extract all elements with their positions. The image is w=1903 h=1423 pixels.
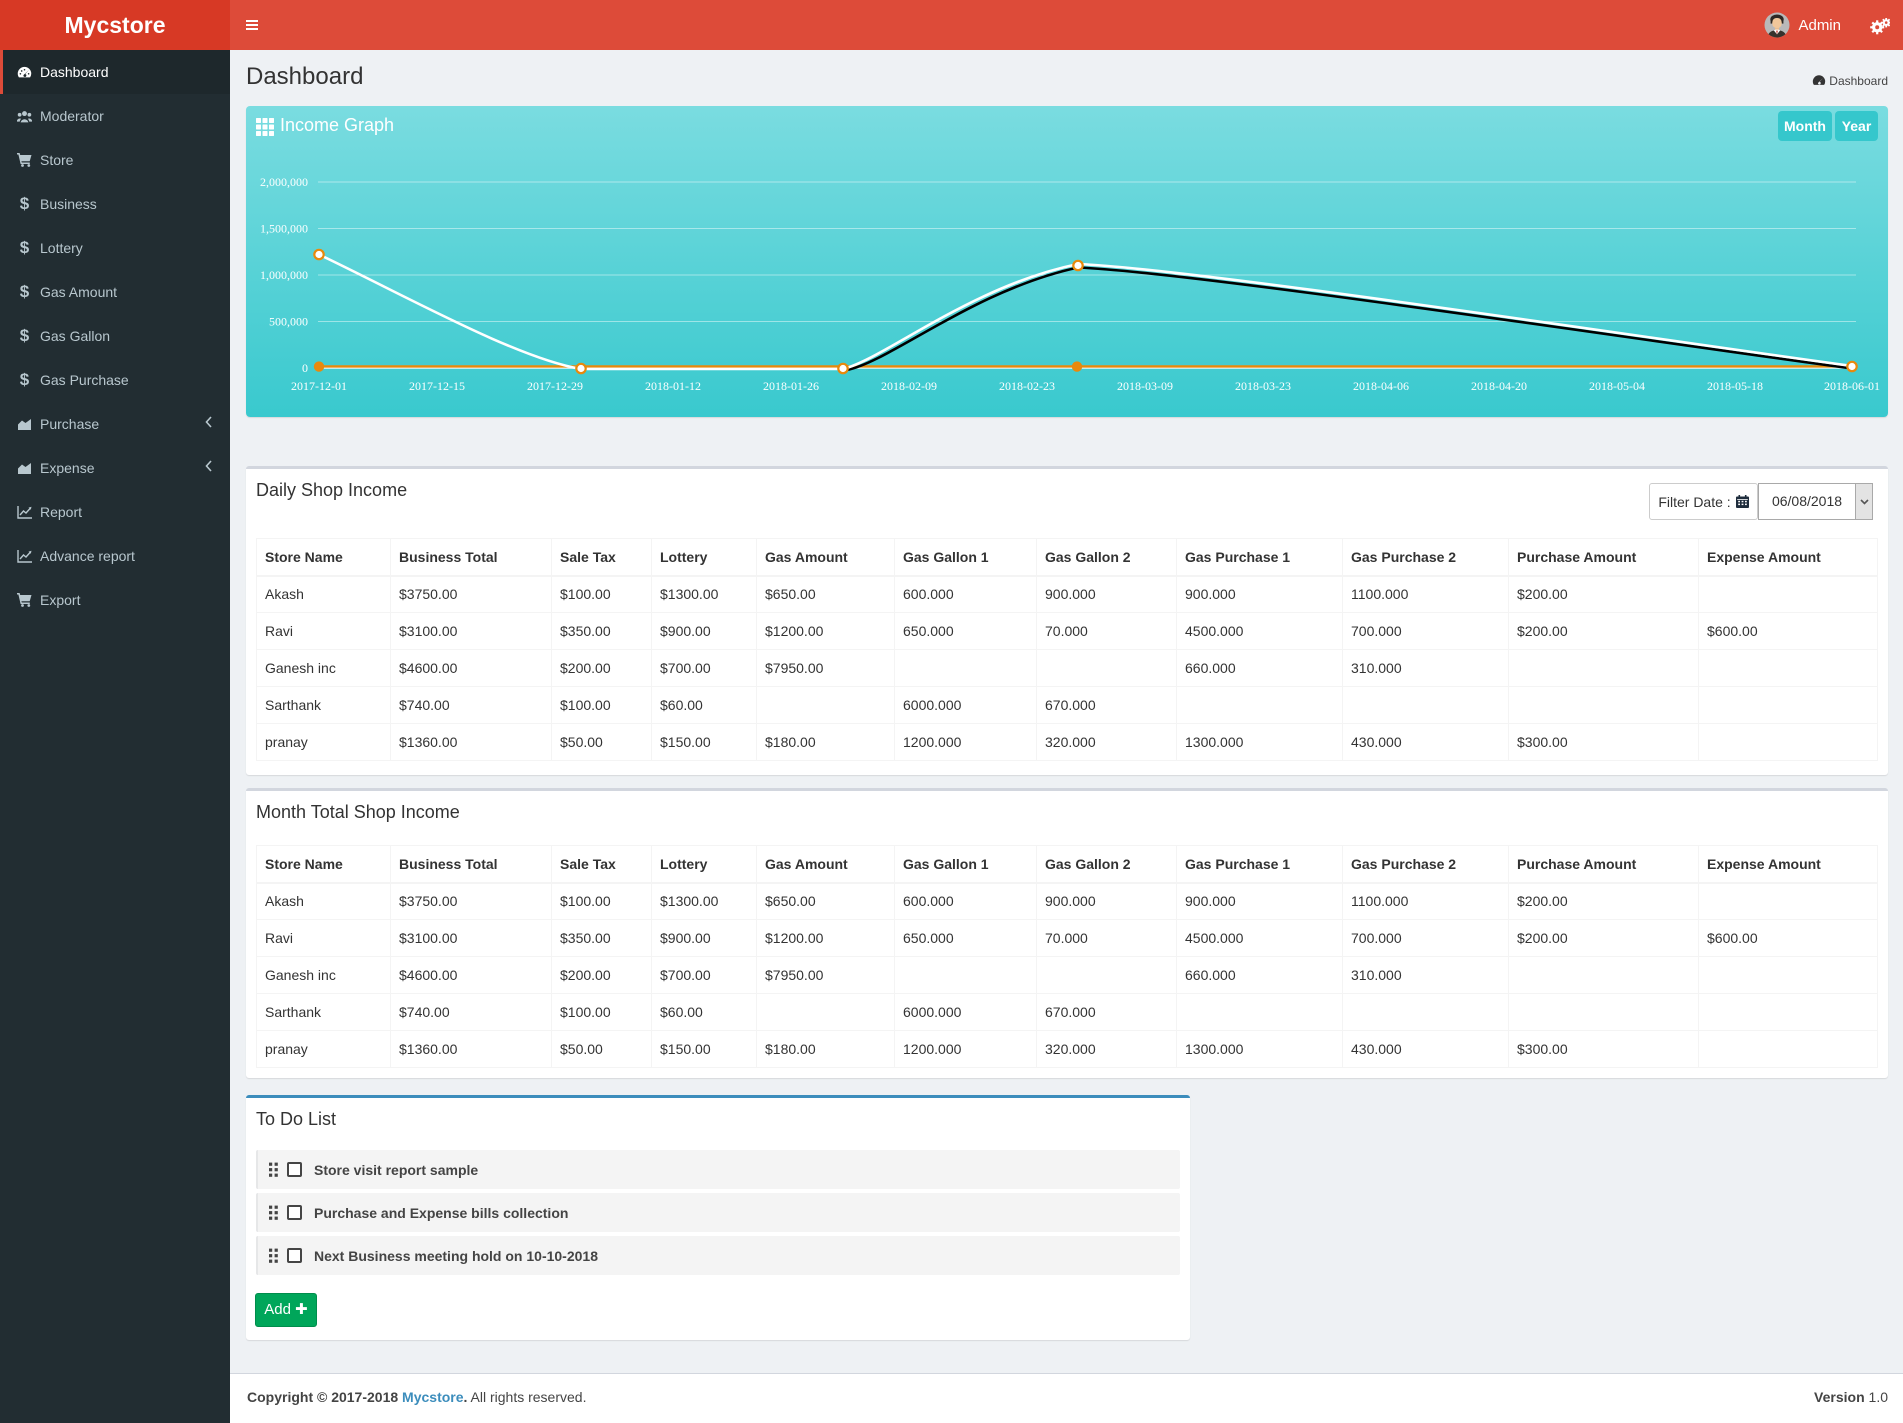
svg-text:2018-04-06: 2018-04-06: [1353, 379, 1409, 393]
svg-text:2018-05-18: 2018-05-18: [1707, 379, 1763, 393]
svg-text:2018-05-04: 2018-05-04: [1589, 379, 1645, 393]
svg-text:2018-02-09: 2018-02-09: [881, 379, 937, 393]
svg-text:2018-04-20: 2018-04-20: [1471, 379, 1527, 393]
svg-text:2017-12-01: 2017-12-01: [291, 379, 347, 393]
svg-text:2018-01-26: 2018-01-26: [763, 379, 819, 393]
svg-text:2018-03-09: 2018-03-09: [1117, 379, 1173, 393]
svg-text:2,000,000: 2,000,000: [260, 175, 308, 189]
svg-text:1,000,000: 1,000,000: [260, 268, 308, 282]
svg-text:2017-12-29: 2017-12-29: [527, 379, 583, 393]
svg-text:0: 0: [302, 361, 308, 375]
svg-text:2018-06-01: 2018-06-01: [1824, 379, 1880, 393]
svg-text:2018-01-12: 2018-01-12: [645, 379, 701, 393]
svg-text:500,000: 500,000: [269, 315, 308, 329]
svg-text:2018-03-23: 2018-03-23: [1235, 379, 1291, 393]
svg-text:2017-12-15: 2017-12-15: [409, 379, 465, 393]
svg-text:1,500,000: 1,500,000: [260, 222, 308, 236]
svg-text:2018-02-23: 2018-02-23: [999, 379, 1055, 393]
